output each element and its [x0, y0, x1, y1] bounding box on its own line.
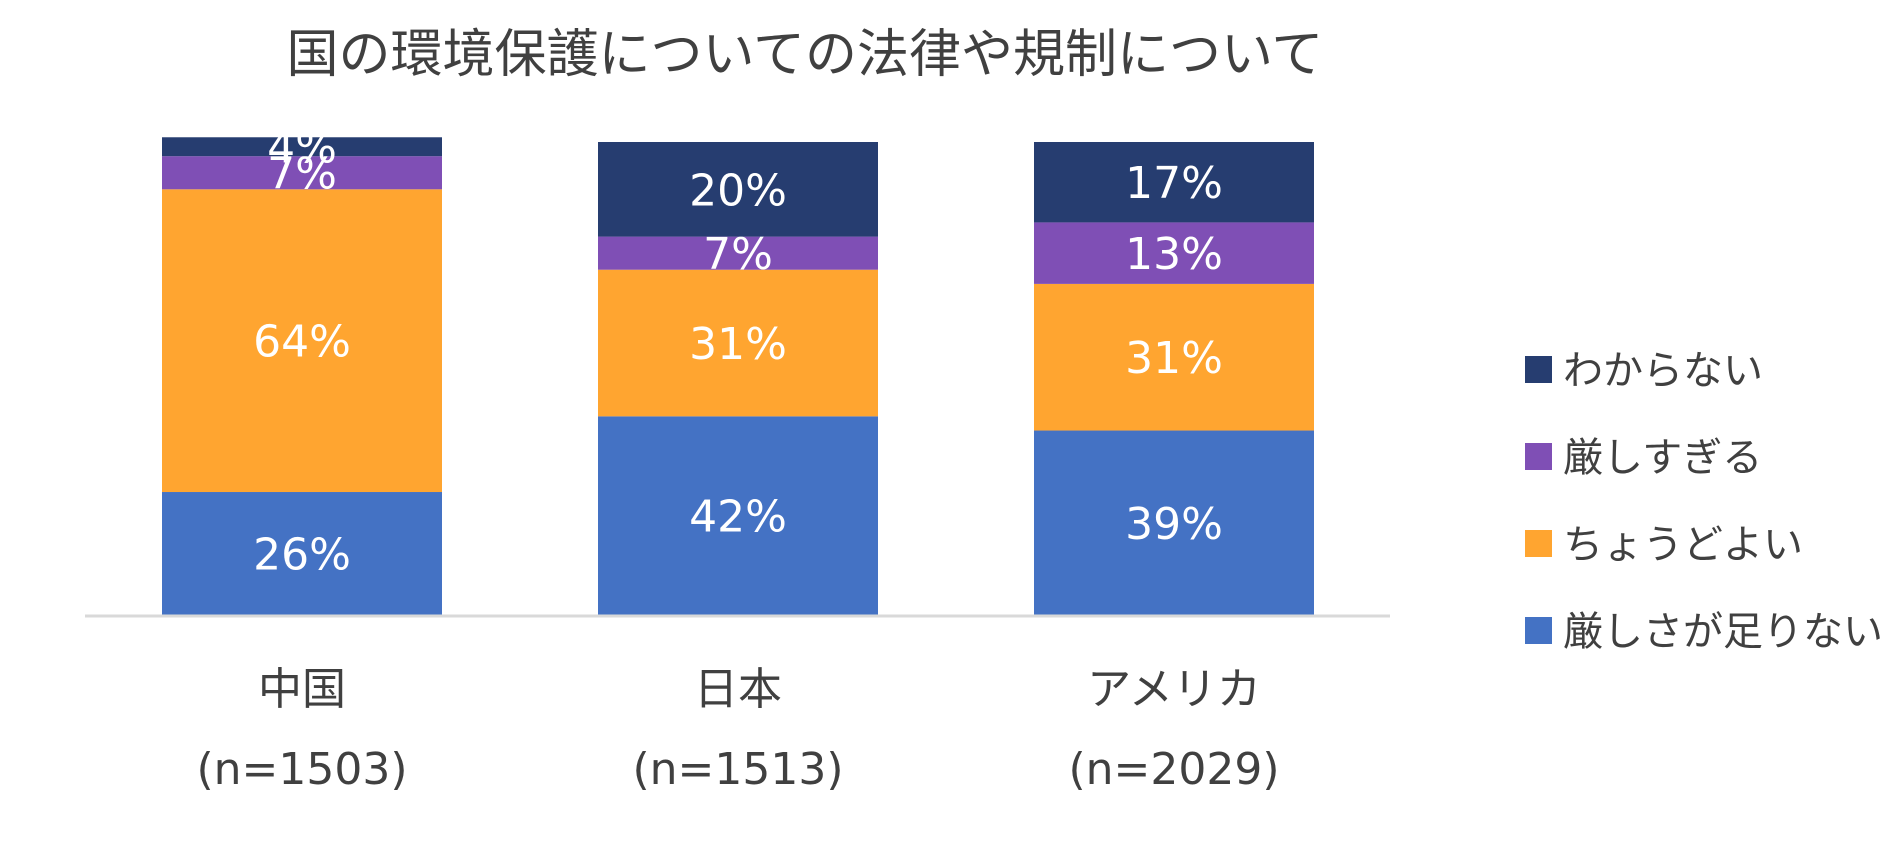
data-label-usa-not-strict-enough: 39%: [1125, 499, 1223, 550]
bar-segment-japan-just-right: [598, 269, 878, 417]
bar-segment-china-just-right: [162, 189, 442, 493]
legend-label-dont-know: わからない: [1563, 348, 1763, 394]
bar-segment-usa-dont-know: [1034, 142, 1314, 223]
legend-swatch-not-strict-enough: [1525, 617, 1552, 644]
data-label-japan-not-strict-enough: 42%: [689, 492, 787, 543]
chart-title: 国の環境保護についての法律や規制について: [287, 25, 1324, 85]
data-label-japan-too-strict: 7%: [703, 229, 773, 280]
bar-segment-japan-too-strict: [598, 236, 878, 270]
data-label-usa-just-right: 31%: [1125, 333, 1223, 384]
bar-segment-china-dont-know: [162, 137, 442, 157]
legend-swatch-just-right: [1525, 530, 1552, 557]
bars-layer: 26%64%7%4%42%31%7%20%39%31%13%17%: [162, 123, 1314, 615]
legend-swatch-too-strict: [1525, 443, 1552, 470]
legend-label-just-right: ちょうどよい: [1563, 522, 1803, 568]
bar-segment-usa-too-strict: [1034, 222, 1314, 284]
bar-segment-japan-not-strict-enough: [598, 416, 878, 615]
category-label-usa: アメリカ: [1087, 664, 1261, 715]
data-label-china-too-strict: 7%: [267, 149, 337, 200]
legend-swatch-dont-know: [1525, 356, 1552, 383]
legend-label-too-strict: 厳しすぎる: [1563, 435, 1762, 481]
sample-size-label-japan: (n=1513): [632, 744, 843, 795]
sample-size-label-china: (n=1503): [196, 744, 407, 795]
data-label-china-not-strict-enough: 26%: [253, 530, 351, 581]
data-label-japan-dont-know: 20%: [689, 165, 787, 216]
data-label-china-dont-know: 4%: [267, 123, 337, 174]
bar-segment-china-not-strict-enough: [162, 492, 442, 615]
bar-segment-usa-just-right: [1034, 283, 1314, 431]
sample-size-label-usa: (n=2029): [1068, 744, 1279, 795]
data-label-china-just-right: 64%: [253, 317, 351, 368]
data-label-usa-dont-know: 17%: [1125, 158, 1223, 209]
bar-segment-japan-dont-know: [598, 142, 878, 237]
category-label-japan: 日本: [694, 664, 782, 715]
legend-label-not-strict-enough: 厳しさが足りない: [1563, 609, 1883, 655]
data-label-usa-too-strict: 13%: [1125, 229, 1223, 280]
category-label-china: 中国: [258, 664, 346, 715]
bar-segment-usa-not-strict-enough: [1034, 430, 1314, 615]
data-label-japan-just-right: 31%: [689, 319, 787, 370]
bar-segment-china-too-strict: [162, 156, 442, 190]
category-labels: 中国 (n=1503) 日本 (n=1513) アメリカ (n=2029): [196, 664, 1279, 795]
